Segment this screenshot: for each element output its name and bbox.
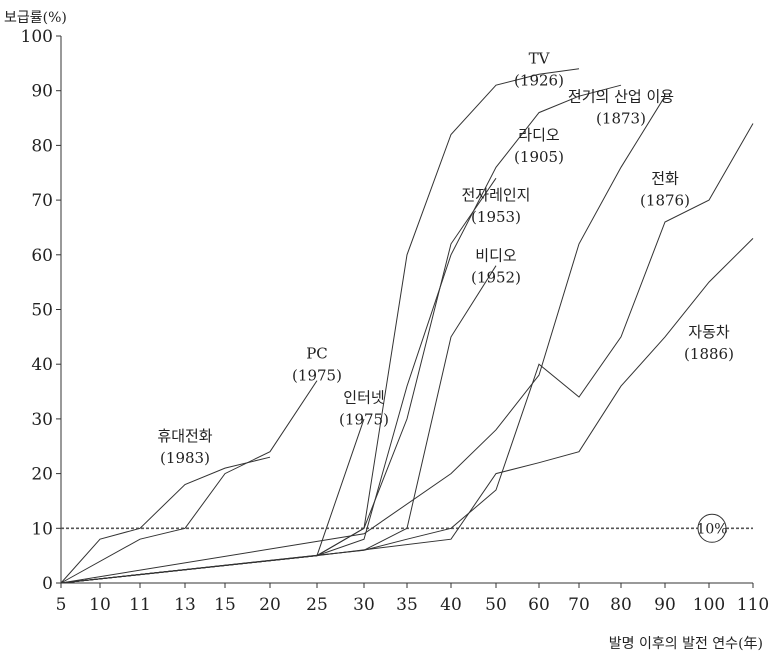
series-label-name: 인터넷 — [343, 388, 384, 406]
series-label-10: 자동차 (1886) — [684, 323, 734, 363]
series-label-year: (1983) — [160, 449, 210, 467]
y-axis-label: 보급률(%) — [4, 10, 67, 26]
series-label-4: TV (1926) — [514, 49, 564, 89]
y-tick-label: 80 — [31, 136, 53, 156]
series-label-name: 전기의 산업 이용 — [568, 88, 674, 106]
y-tick-label: 10 — [31, 519, 53, 539]
series-label-year: (1975) — [339, 410, 389, 428]
y-tick-label: 40 — [31, 355, 53, 375]
series-label-name: 전화 — [651, 170, 679, 188]
x-tick-labels: 5 10 11 13 15 20 25 30 35 40 50 60 70 80 90 100 110 — [56, 583, 769, 615]
series-line-5 — [60, 84, 622, 584]
x-tick-label: 5 — [56, 595, 67, 615]
series-label-name: 라디오 — [518, 126, 560, 144]
x-tick-label: 15 — [214, 595, 236, 615]
y-tick-label: 20 — [31, 465, 53, 485]
series-line-7 — [60, 265, 497, 584]
x-tick-label: 25 — [306, 595, 328, 615]
series-label-name: PC — [306, 345, 328, 363]
y-tick-label: 60 — [31, 246, 53, 266]
x-tick-label: 70 — [568, 595, 590, 615]
x-axis-label: 발명 이후의 발전 연수(年) — [609, 636, 763, 652]
x-tick-label: 35 — [396, 595, 418, 615]
y-tick-label: 30 — [31, 410, 53, 430]
x-tick-label: 50 — [485, 595, 507, 615]
y-tick-label: 100 — [21, 27, 53, 47]
y-tick-label: 70 — [31, 191, 53, 211]
reference-marker-label: 10% — [696, 521, 727, 537]
series-label-9: 전화 (1876) — [640, 170, 690, 210]
series-label-year: (1873) — [596, 110, 646, 128]
reference-marker-circle — [697, 513, 727, 543]
series-line-1 — [60, 456, 271, 584]
series-label-year: (1975) — [292, 367, 342, 385]
x-tick-label: 60 — [528, 595, 550, 615]
x-tick-label: 10 — [89, 595, 111, 615]
series-label-name: 비디오 — [475, 246, 517, 264]
series-label-3: 인터넷 (1975) — [339, 388, 389, 428]
series-line-9 — [60, 95, 666, 584]
x-tick-label: 20 — [259, 595, 281, 615]
series-line-2 — [60, 380, 318, 584]
x-tick-label: 40 — [440, 595, 462, 615]
series-label-year: (1886) — [684, 345, 734, 363]
x-tick-label: 30 — [353, 595, 375, 615]
x-tick-label: 100 — [693, 595, 725, 615]
y-tick-label: 50 — [31, 301, 53, 321]
x-tick-label: 11 — [129, 595, 151, 615]
x-tick-label: 90 — [654, 595, 676, 615]
series-line-10 — [60, 238, 754, 584]
series-line-4 — [60, 68, 580, 584]
axes — [60, 36, 753, 584]
y-tick-label: 0 — [42, 574, 53, 594]
series-labels: 휴대전화 (1983)PC (1975)인터넷 (1975)TV (1926)전기의 산… — [157, 49, 734, 466]
series-label-name: 자동차 — [688, 323, 730, 341]
series-label-name: 전자레인지 — [461, 186, 530, 204]
series-label-year: (1953) — [471, 208, 521, 226]
series-label-8: 비디오 (1952) — [471, 246, 521, 286]
x-tick-label: 13 — [174, 595, 196, 615]
series-lines — [60, 68, 754, 584]
series-label-6: 라디오 (1905) — [514, 126, 564, 166]
series-label-name: 휴대전화 — [157, 427, 212, 445]
series-label-2: PC (1975) — [292, 345, 342, 385]
x-tick-label: 80 — [610, 595, 632, 615]
y-tick-label: 90 — [31, 82, 53, 102]
series-label-5: 전기의 산업 이용 (1873) — [568, 88, 674, 128]
series-line-8 — [60, 123, 754, 584]
series-label-year: (1926) — [514, 71, 564, 89]
series-line-6 — [60, 177, 497, 584]
series-label-name: TV — [529, 49, 551, 67]
y-tick-labels: 0 10 20 30 40 50 60 70 80 90 100 — [21, 27, 61, 594]
x-tick-label: 110 — [737, 595, 769, 615]
series-label-year: (1952) — [471, 268, 521, 286]
series-label-7: 전자레인지 (1953) — [461, 186, 530, 226]
series-label-year: (1905) — [514, 148, 564, 166]
series-label-1: 휴대전화 (1983) — [157, 427, 212, 467]
series-label-year: (1876) — [640, 192, 690, 210]
